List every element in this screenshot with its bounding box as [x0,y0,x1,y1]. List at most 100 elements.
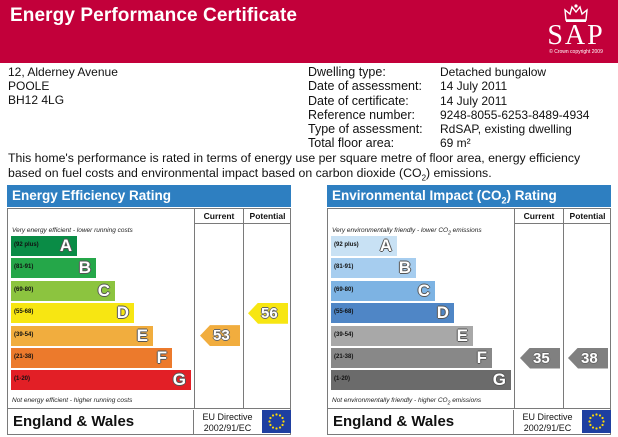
band-range: (69-80) [14,286,34,293]
details-values: Detached bungalow 14 July 2011 14 July 2… [440,65,589,151]
eu-flag-icon [582,410,611,433]
environment-current-value: 35 [533,349,550,367]
detail-value: 14 July 2011 [440,93,508,108]
band-range: (81-91) [14,264,34,271]
energy-potential-value: 56 [261,304,278,322]
eu-flag-icon [262,410,291,433]
rating-band-g: (1-20) G [11,370,191,391]
environment-note-bottom-subscript: 2 [447,400,451,407]
band-letter: E [136,325,148,345]
band-range: (69-80) [334,286,354,293]
eu-directive: EU Directive 2002/91/EC [193,410,261,435]
region-label: England & Wales [333,413,455,430]
band-letter: A [59,236,72,255]
energy-current-value: 53 [213,327,230,345]
environment-note-top-text: Very environmentally friendly - lower CO [332,227,449,234]
intro-text: This home's performance is rated in term… [8,151,614,185]
band-letter: F [476,348,487,367]
environment-note-bottom-end: emissions [450,397,482,404]
rating-band-g: (1-20) G [331,370,511,391]
environment-title-end: ) Rating [506,188,557,203]
band-letter: F [156,348,167,367]
band-range: (39-54) [14,331,34,338]
band-letter: A [379,236,392,255]
band-letter: E [456,325,468,345]
environment-potential-rating: 38 [568,347,608,369]
detail-value: 14 July 2011 [440,79,508,94]
detail-label: Dwelling type: [308,65,386,79]
band-range: (39-54) [334,331,354,338]
rating-band-a: (92 plus) A [11,236,77,256]
detail-label: Date of certificate: [308,93,409,108]
environment-note-top: Very environmentally friendly - lower CO… [332,227,482,236]
environment-title-subscript: 2 [501,195,507,206]
energy-note-top: Very energy efficient - lower running co… [12,227,133,234]
energy-potential-rating: 56 [248,302,288,324]
column-divider [194,224,195,409]
eu-directive-line: EU Directive [202,412,253,422]
column-divider [514,224,515,409]
detail-label: Type of assessment: [308,122,423,137]
band-range: (1-20) [334,376,351,383]
page-title: Energy Performance Certificate [10,5,298,26]
rating-band-c: (69-80) C [11,280,115,301]
environment-chart: Current Potential Very environmentally f… [327,208,611,409]
environment-note-bottom: Not environmentally friendly - higher CO… [332,397,481,406]
band-letter: B [398,258,411,278]
sap-copyright: © Crown copyright 2009 [549,49,603,55]
band-letter: B [78,258,91,278]
eu-directive-line: EU Directive [522,412,573,422]
rating-band-a: (92 plus) A [331,236,397,256]
band-range: (21-38) [334,354,354,360]
potential-column-header: Potential [243,209,291,224]
column-divider [563,224,564,409]
band-letter: D [436,303,449,323]
environment-panel-footer: England & Wales EU Directive 2002/91/EC [327,409,611,435]
band-range: (21-38) [14,354,34,360]
environment-title-main: Environmental Impact (CO [332,188,502,203]
property-address: 12, Alderney Avenue POOLE BH12 4LG [8,65,118,107]
rating-band-d: (55-68) D [331,303,454,324]
environment-current-rating: 35 [520,347,560,369]
intro-text-end: ) emissions. [426,166,492,180]
potential-column-header: Potential [563,209,611,224]
header-banner: Energy Performance Certificate SAP © Cro… [0,0,618,63]
environment-note-top-end: emissions [450,227,482,234]
band-letter: D [116,303,129,323]
eu-directive: EU Directive 2002/91/EC [513,410,581,435]
rating-band-f: (21-38) F [11,348,172,368]
band-letter: C [97,280,110,300]
band-range: (81-91) [334,264,354,271]
band-letter: G [172,370,186,390]
rating-band-d: (55-68) D [11,303,134,324]
energy-panel-title: Energy Efficiency Rating [7,185,291,207]
eu-directive-line: 2002/91/EC [203,423,252,433]
address-line: 12, Alderney Avenue [8,65,118,79]
current-column-header: Current [514,209,563,224]
band-range: (92 plus) [334,242,359,248]
environment-panel-title: Environmental Impact (CO2) Rating [327,185,611,207]
energy-note-bottom: Not energy efficient - higher running co… [12,397,133,404]
environment-potential-value: 38 [581,349,598,367]
energy-chart: Current Potential Very energy efficient … [7,208,291,409]
energy-current-rating: 53 [200,325,240,347]
rating-band-f: (21-38) F [331,348,492,368]
band-range: (92 plus) [14,242,39,248]
eu-directive-line: 2002/91/EC [523,423,572,433]
detail-label: Reference number: [308,107,416,122]
sap-logo: SAP © Crown copyright 2009 [538,3,614,61]
rating-band-c: (69-80) C [331,280,435,301]
detail-value: Detached bungalow [440,65,547,79]
address-line: POOLE [8,79,50,93]
rating-band-e: (39-54) E [331,325,473,346]
detail-label: Date of assessment: [308,79,422,94]
energy-efficiency-panel: Energy Efficiency Rating Current Potenti… [7,185,291,435]
region-label: England & Wales [13,413,135,430]
band-range: (55-68) [334,309,354,316]
detail-value: 9248-8055-6253-8489-4934 [440,107,590,122]
detail-value: RdSAP, existing dwelling [440,122,572,137]
detail-value: 69 m² [440,136,471,151]
band-letter: C [417,280,430,300]
environmental-impact-panel: Environmental Impact (CO2) Rating Curren… [327,185,611,435]
address-line: BH12 4LG [8,93,65,107]
